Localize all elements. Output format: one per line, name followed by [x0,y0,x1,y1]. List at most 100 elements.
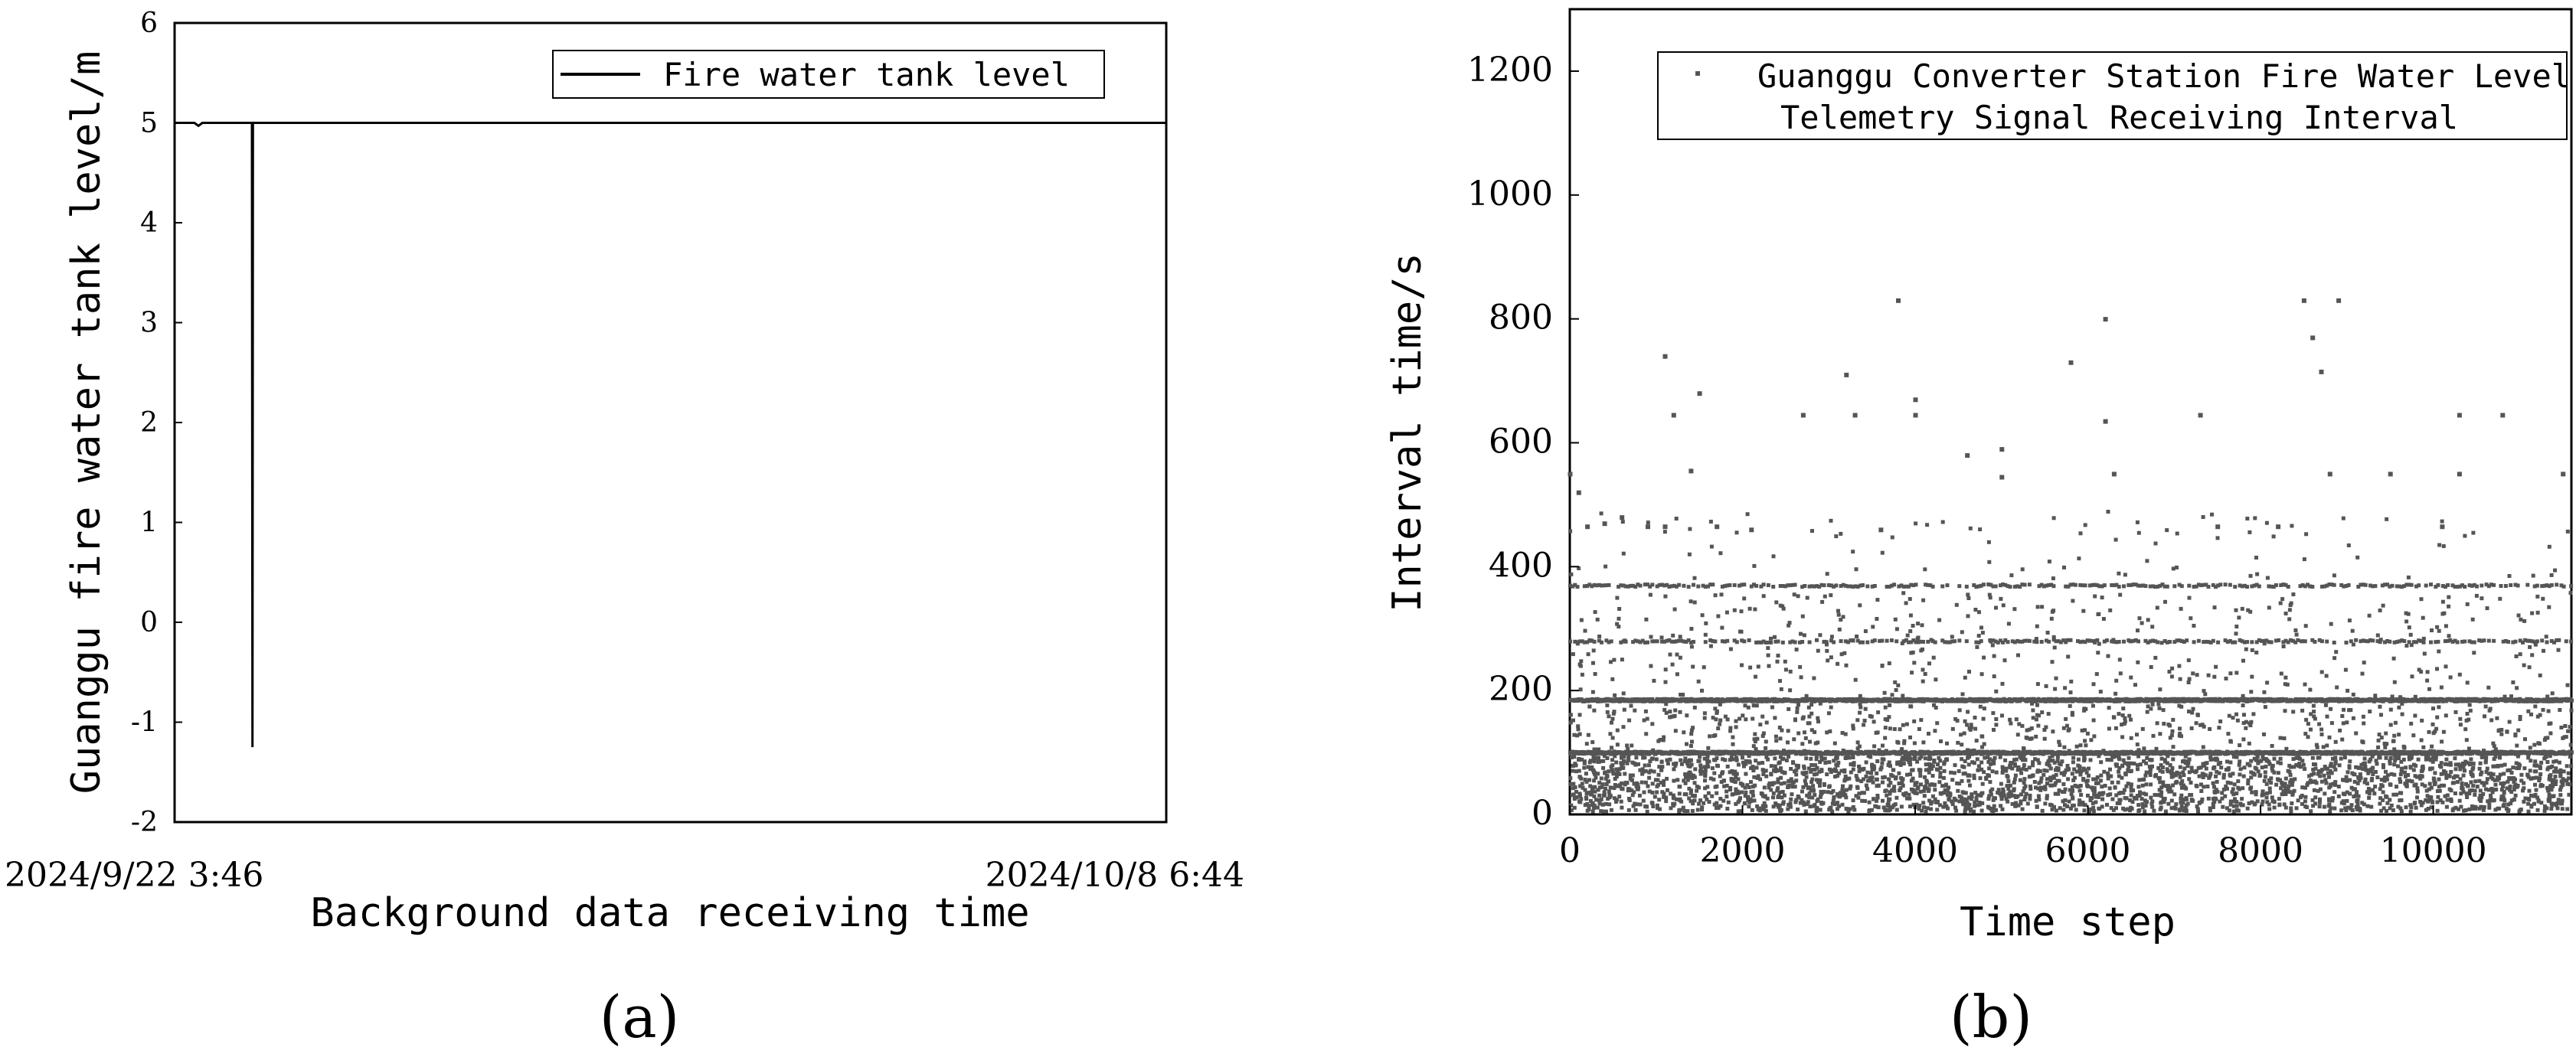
panel-b-data-point [2549,807,2554,811]
panel-b-data-point [1657,798,1662,802]
panel-b-data-point [1927,767,1931,772]
panel-b-data-point [2228,760,2233,765]
panel-b-data-point [2204,639,2208,644]
panel-b-data-point [2117,585,2121,589]
panel-b-data-point [1875,777,1878,782]
panel-b-data-point [1725,638,1730,643]
panel-b-data-point [2267,584,2271,589]
panel-b-data-point [2131,582,2136,587]
panel-b-data-point [2114,640,2119,644]
panel-b-data-point [2439,761,2444,765]
panel-b-data-point [2208,772,2213,776]
panel-b-data-point [1933,640,1937,644]
panel-b-data-point [1979,767,1984,772]
panel-b-data-point [2063,803,2067,808]
panel-b-data-point [2084,770,2089,775]
panel-b-data-point [2542,583,2547,588]
panel-b-data-point [2263,775,2267,779]
panel-b-data-point [1947,640,1952,644]
panel-b-data-point [2483,787,2488,791]
panel-b-data-point [1915,759,1920,764]
panel-b-data-point [2363,765,2368,769]
panel-b-data-point [1705,754,1710,759]
panel-b-data-point [2165,767,2169,772]
panel-b-data-point [1762,785,1767,790]
panel-b-data-point [1590,809,1595,814]
panel-b-data-point [2359,639,2363,644]
panel-b-data-point [2509,583,2513,587]
panel-b-data-point [2226,766,2231,771]
panel-b-data-point [1725,764,1730,768]
panel-b-data-point [2402,584,2407,589]
panel-b-data-point [1718,774,1722,778]
panel-b-data-point [2490,790,2495,795]
panel-b-data-point [2169,768,2174,773]
panel-b-data-point [1621,583,1626,588]
panel-b-data-point [2267,640,2271,644]
panel-b-data-point [2396,804,2401,809]
panel-b-data-point [2429,805,2434,810]
panel-b-data-point [1671,793,1675,798]
panel-b-data-point [1766,640,1770,644]
panel-b-data-point [2359,775,2363,780]
panel-b-data-point [1621,765,1626,770]
panel-b-data-point [2526,801,2531,806]
panel-b-data-point [2085,638,2090,643]
panel-b-data-point [2159,794,2163,798]
panel-b-data-point [2455,774,2460,778]
panel-b-data-point [2201,762,2205,766]
panel-b-data-point [1924,786,1929,791]
panel-b-data-point [2381,806,2386,811]
panel-b-data-point [2015,795,2019,799]
panel-b-data-point [2358,772,2362,777]
panel-b-data-point [2397,584,2401,589]
panel-b-data-point [2437,785,2441,789]
panel-b-data-point [1885,585,1889,589]
panel-b-data-point [2464,791,2469,796]
panel-b-data-point [2388,639,2392,644]
panel-b-data-point [1577,639,1582,644]
panel-b-data-point [1726,800,1731,804]
panel-b-data-point [2399,809,2404,814]
panel-b-data-point [1597,798,1601,802]
panel-b-data-point [2088,758,2093,762]
panel-b-data-point [1938,771,1943,775]
panel-b-data-point [1816,780,1820,785]
panel-b-data-point [1736,777,1741,782]
panel-b-data-point [1918,774,1923,778]
panel-b-data-point [2114,806,2118,811]
panel-b-data-point [1830,809,1835,814]
panel-b-data-point [1776,777,1780,782]
panel-b-data-point [2324,781,2329,785]
panel-b-data-point [2529,793,2533,798]
panel-b-data-point [2241,786,2245,791]
panel-b-data-point [2461,790,2466,795]
panel-b-data-point [1945,583,1950,588]
panel-b-data-point [2516,583,2520,588]
panel-b-data-point [1754,759,1758,763]
panel-b-data-point [1674,584,1679,589]
panel-b-data-point [2139,583,2143,588]
panel-b-data-point [2283,805,2288,810]
panel-b-data-point [2356,794,2361,798]
panel-b-data-point [1630,788,1634,793]
panel-b-data-point [2001,582,2006,586]
panel-b-data-point [2313,766,2318,771]
panel-b-data-point [1801,800,1806,804]
panel-b-data-point [1880,638,1885,643]
panel-b-data-point [2475,584,2479,589]
panel-b-data-point [2477,766,2482,771]
panel-b-data-point [2073,582,2077,587]
panel-b-data-point [2192,640,2196,644]
panel-b-data-point [2532,640,2537,644]
panel-b-data-point [2423,784,2427,788]
panel-b-data-point [1783,584,1787,589]
panel-b-data-point [2088,796,2093,801]
panel-b-data-point [2085,778,2090,783]
panel-b-data-point [2444,775,2449,780]
panel-b-data-point [1940,784,1945,788]
panel-b-data-point [1769,640,1773,644]
panel-b-data-point [2435,800,2440,804]
panel-b-data-point [2522,781,2526,785]
panel-b-data-point [1641,755,1646,760]
